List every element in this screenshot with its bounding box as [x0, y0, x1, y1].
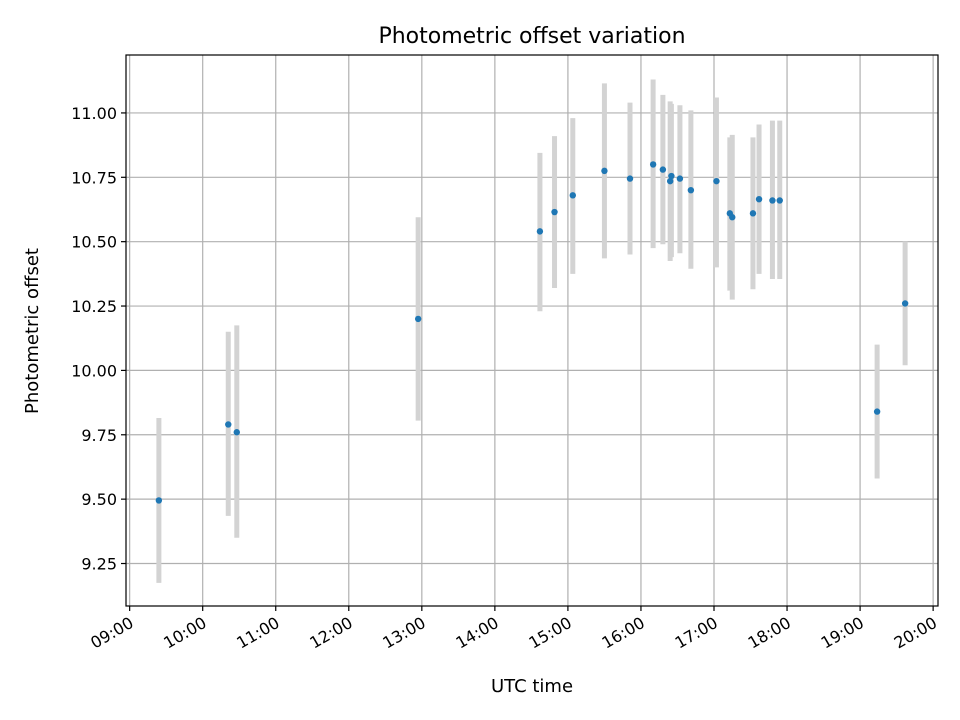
data-point: [769, 197, 776, 204]
data-point: [155, 497, 163, 504]
plot-frame: [125, 54, 939, 607]
y-tick-label: 9.75: [81, 426, 117, 445]
data-point: [551, 208, 558, 216]
data-point: [901, 300, 909, 307]
data-point: [729, 214, 736, 221]
grid-layer: [126, 55, 938, 606]
x-tick-label: 17:00: [672, 613, 721, 653]
x-axis-ticks: 09:00 10:00 11:00 12:00 13:00 14:00 15:00 16:00…: [87, 606, 940, 653]
y-tick-label: 11.00: [71, 104, 117, 123]
data-point: [668, 172, 675, 180]
y-tick-label: 10.75: [71, 168, 117, 187]
x-tick-label: 20:00: [891, 613, 940, 653]
x-tick-label: 13:00: [379, 613, 428, 653]
y-tick-label: 9.25: [81, 555, 117, 574]
data-point: [414, 315, 422, 323]
data-point: [601, 167, 608, 175]
data-point: [687, 186, 695, 194]
data-point: [536, 228, 544, 235]
data-point: [676, 175, 684, 182]
data-point: [626, 175, 634, 182]
y-tick-label: 9.50: [81, 490, 117, 509]
chart-title: Photometric offset variation: [378, 24, 685, 49]
y-tick-label: 10.50: [71, 233, 117, 252]
y-axis-label: Photometric offset: [22, 248, 43, 414]
x-tick-label: 11:00: [233, 613, 282, 653]
y-axis-ticks: 9.25 9.50 9.75 10.00 10.25 10.50 10.75 11.00: [71, 104, 126, 574]
y-tick-label: 10.00: [71, 361, 117, 380]
x-tick-label: 14:00: [452, 613, 501, 653]
data-point-layer: [155, 161, 909, 504]
data-point: [659, 166, 667, 173]
x-tick-label: 18:00: [745, 613, 794, 653]
data-point: [225, 421, 232, 428]
x-tick-label: 09:00: [87, 613, 136, 653]
x-tick-label: 10:00: [160, 613, 209, 653]
x-tick-label: 16:00: [599, 613, 648, 653]
x-tick-label: 12:00: [306, 613, 355, 653]
data-point: [755, 195, 763, 203]
data-point: [749, 210, 757, 217]
x-tick-label: 15:00: [525, 613, 574, 653]
error-bar-layer: [156, 79, 908, 583]
y-tick-label: 10.25: [71, 297, 117, 316]
data-point: [713, 177, 720, 185]
data-point: [569, 192, 576, 199]
data-point: [233, 429, 240, 436]
data-point: [666, 177, 674, 185]
data-point: [873, 408, 881, 415]
data-point: [776, 197, 783, 204]
x-tick-label: 19:00: [818, 613, 867, 653]
x-axis-label: UTC time: [491, 676, 573, 697]
data-point: [649, 161, 657, 168]
